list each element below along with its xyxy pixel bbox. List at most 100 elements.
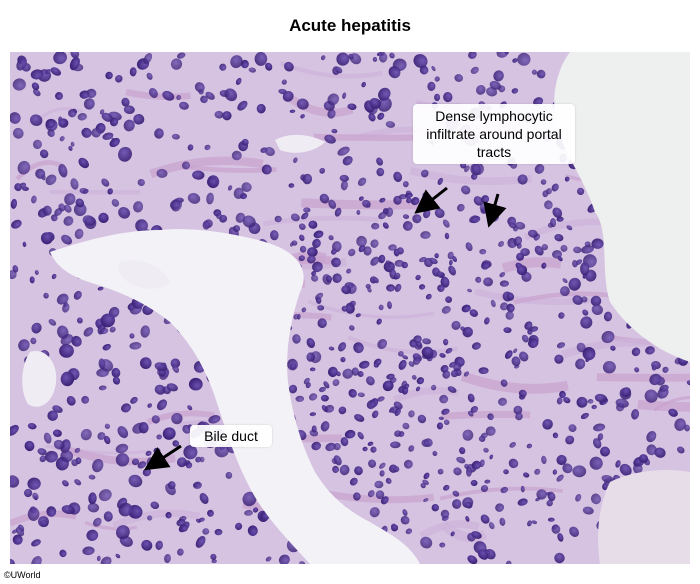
nucleus (331, 128, 338, 134)
nucleus (441, 408, 450, 415)
nucleus (542, 418, 553, 430)
nucleus (341, 305, 348, 312)
nucleus (484, 317, 490, 325)
nucleus (432, 450, 438, 457)
nucleus (445, 347, 453, 354)
nucleus (556, 342, 566, 349)
nucleus (59, 549, 67, 558)
stroma-fiber (112, 509, 201, 530)
nucleus (459, 447, 466, 455)
nucleus (81, 127, 92, 138)
nucleus (536, 69, 546, 79)
nucleus (324, 134, 336, 144)
nucleus (456, 456, 466, 464)
nucleus (60, 450, 74, 463)
nucleus (503, 469, 509, 475)
nucleus (576, 396, 588, 408)
nucleus (385, 207, 394, 217)
nucleus (82, 546, 95, 556)
nucleus (202, 528, 210, 535)
nucleus (557, 533, 564, 542)
nucleus (566, 225, 573, 231)
nucleus (115, 553, 121, 559)
nucleus (146, 72, 153, 80)
nucleus (29, 114, 43, 126)
nucleus (199, 456, 205, 463)
nucleus (402, 509, 408, 516)
nucleus (58, 203, 66, 212)
nucleus (328, 199, 337, 209)
nucleus (296, 98, 309, 110)
nucleus (591, 304, 603, 316)
nucleus (581, 245, 594, 254)
nucleus (674, 418, 686, 431)
nucleus (541, 455, 547, 465)
nucleus (289, 109, 296, 114)
nucleus (355, 313, 361, 318)
nucleus (359, 360, 370, 369)
nucleus (35, 168, 46, 179)
nucleus (517, 174, 528, 185)
nucleus (420, 231, 431, 239)
nucleus (438, 416, 444, 421)
nucleus (24, 440, 35, 452)
nucleus (115, 75, 123, 83)
nucleus (317, 318, 327, 329)
nucleus (559, 390, 566, 399)
nucleus (214, 528, 223, 536)
stroma-fiber (313, 133, 414, 142)
nucleus (331, 257, 341, 268)
nucleus (252, 507, 259, 513)
nucleus (536, 489, 547, 500)
nucleus (331, 248, 337, 255)
nucleus (10, 112, 21, 124)
nucleus (18, 339, 30, 352)
nucleus (11, 219, 22, 229)
nucleus (368, 459, 377, 468)
nucleus (80, 428, 92, 441)
nucleus (448, 265, 456, 276)
nucleus (436, 271, 444, 278)
nucleus (135, 219, 149, 233)
nucleus (654, 447, 666, 458)
nucleus (556, 474, 564, 482)
nucleus (483, 277, 493, 287)
nucleus (366, 203, 371, 208)
nucleus (562, 463, 573, 474)
nucleus (81, 395, 90, 404)
nucleus (58, 163, 68, 178)
nucleus (53, 52, 67, 65)
nucleus (531, 520, 538, 525)
vessel-lumen (50, 229, 420, 564)
nucleus (240, 59, 249, 69)
nucleus (82, 189, 89, 194)
nucleus (393, 248, 400, 257)
nucleus (363, 246, 372, 256)
nucleus (111, 367, 121, 378)
stroma-fiber (262, 215, 379, 227)
nucleus (166, 383, 178, 392)
nucleus (387, 263, 393, 268)
nucleus (10, 270, 17, 280)
nucleus (340, 356, 346, 363)
nucleus (633, 458, 642, 467)
nucleus (24, 488, 33, 498)
nucleus (156, 399, 168, 411)
nucleus (70, 141, 75, 147)
nucleus (631, 347, 641, 357)
nucleus (564, 176, 570, 182)
nucleus (393, 171, 403, 183)
nucleus (336, 371, 341, 377)
nucleus (40, 520, 49, 527)
nucleus (388, 244, 397, 251)
nucleus (500, 379, 508, 387)
nucleus (478, 367, 489, 375)
nucleus (449, 259, 453, 266)
nucleus (214, 110, 224, 119)
nucleus (353, 342, 364, 354)
nucleus (71, 53, 77, 59)
nucleus (580, 316, 593, 329)
nucleus (394, 430, 402, 437)
nucleus (109, 326, 116, 333)
nucleus (366, 399, 377, 410)
